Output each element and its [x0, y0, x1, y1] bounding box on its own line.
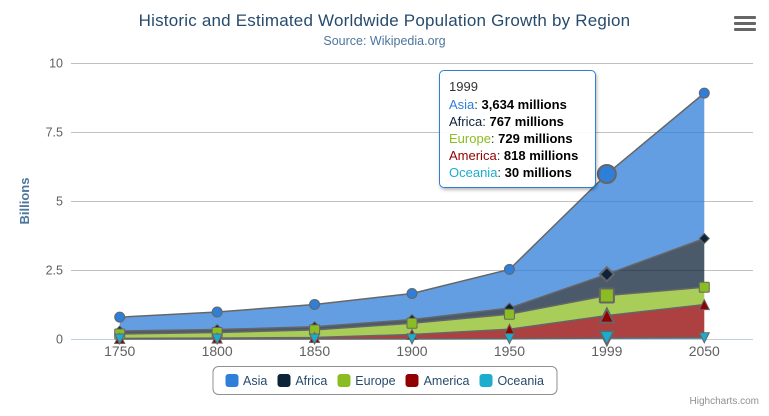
series-area-america[interactable]	[119, 304, 705, 339]
legend-label: Europe	[355, 373, 396, 388]
x-axis-label: 1950	[494, 343, 525, 359]
tooltip-value: 767 millions	[489, 114, 564, 129]
marker-europe-1950[interactable]	[503, 308, 515, 320]
marker-asia-1900[interactable]	[406, 287, 418, 299]
marker-europe-1900[interactable]	[406, 317, 418, 329]
y-axis-label: 2.5	[46, 264, 63, 278]
marker-america-1999[interactable]	[598, 306, 616, 324]
x-axis-label: 1800	[202, 343, 233, 359]
hamburger-icon	[734, 16, 756, 19]
tooltip-row: America: 818 millions	[449, 148, 579, 163]
marker-asia-2050[interactable]	[698, 87, 710, 99]
tooltip-value: 729 millions	[498, 131, 573, 146]
marker-africa-1999[interactable]	[598, 265, 616, 283]
marker-oceania-1999[interactable]	[598, 330, 616, 348]
marker-oceania-2050[interactable]	[698, 332, 711, 344]
legend-label: Oceania	[497, 373, 544, 388]
legend-swatch	[479, 374, 493, 387]
marker-asia-1950[interactable]	[503, 263, 515, 275]
legend-swatch	[405, 374, 419, 387]
x-axis-label: 1999	[591, 343, 622, 359]
tooltip-value: 3,634 millions	[481, 97, 567, 112]
legend-item-america[interactable]: America	[405, 373, 470, 388]
marker-america-2050[interactable]	[698, 298, 711, 311]
legend-label: America	[423, 373, 470, 388]
y-axis-label: 7.5	[46, 126, 63, 140]
legend-item-asia[interactable]: Asia	[225, 374, 267, 388]
export-menu-button[interactable]	[734, 16, 756, 31]
series-area-asia[interactable]	[119, 93, 705, 332]
marker-asia-1999[interactable]	[596, 164, 617, 185]
tooltip-row: Asia: 3,634 millions	[449, 97, 567, 112]
marker-oceania-1800[interactable]	[211, 333, 223, 346]
credits-link[interactable]: Highcharts.com	[689, 396, 759, 407]
x-axis-label: 2050	[689, 343, 720, 359]
hamburger-icon	[734, 28, 756, 31]
legend-item-africa[interactable]: Africa	[277, 374, 327, 388]
marker-africa-2050[interactable]	[698, 232, 710, 245]
y-axis-label: 0	[56, 333, 63, 347]
x-axis-label: 1900	[396, 343, 427, 359]
chart-subtitle: Source: Wikipedia.org	[323, 34, 446, 48]
legend-swatch	[225, 374, 238, 387]
marker-oceania-1750[interactable]	[113, 333, 126, 346]
marker-asia-1850[interactable]	[309, 298, 321, 310]
legend-label: Asia	[243, 373, 268, 388]
x-axis-label: 1850	[299, 343, 330, 359]
tooltip-row: Africa: 767 millions	[449, 114, 564, 129]
tooltip-row: Europe: 729 millions	[449, 131, 573, 146]
legend-swatch	[337, 374, 351, 387]
marker-asia-1800[interactable]	[211, 306, 223, 318]
tooltip-header: 1999	[449, 79, 478, 94]
y-axis-title: Billions	[17, 178, 32, 225]
hamburger-icon	[734, 22, 756, 25]
series-area-africa[interactable]	[119, 238, 705, 334]
legend-item-oceania[interactable]: Oceania	[479, 374, 544, 388]
tooltip: 1999 Asia: 3,634 millions Africa: 767 mil…	[439, 70, 596, 188]
legend-item-europe[interactable]: Europe	[337, 373, 396, 388]
y-axis-label: 5	[56, 195, 63, 209]
marker-oceania-1850[interactable]	[308, 333, 321, 346]
x-axis-label: 1750	[104, 343, 135, 359]
tooltip-series-name: Oceania	[449, 165, 498, 180]
tooltip-series-name: Europe	[449, 131, 491, 146]
legend-swatch	[277, 374, 291, 387]
tooltip-value: 818 millions	[503, 148, 579, 163]
marker-europe-1999[interactable]	[598, 287, 615, 304]
chart-title: Historic and Estimated Worldwide Populat…	[138, 11, 631, 30]
legend-label: Africa	[295, 373, 328, 388]
tooltip-series-name: Africa	[449, 114, 483, 129]
legend: Asia Africa Europe America Oceania	[212, 366, 557, 395]
tooltip-row: Oceania: 30 millions	[449, 165, 572, 180]
y-axis-label: 10	[49, 57, 63, 71]
tooltip-value: 30 millions	[504, 165, 572, 180]
tooltip-series-name: Asia	[449, 97, 475, 112]
marker-oceania-1900[interactable]	[406, 333, 418, 345]
marker-europe-2050[interactable]	[698, 281, 710, 293]
marker-oceania-1950[interactable]	[503, 333, 516, 345]
tooltip-series-name: America	[449, 148, 497, 163]
marker-asia-1750[interactable]	[114, 311, 126, 323]
